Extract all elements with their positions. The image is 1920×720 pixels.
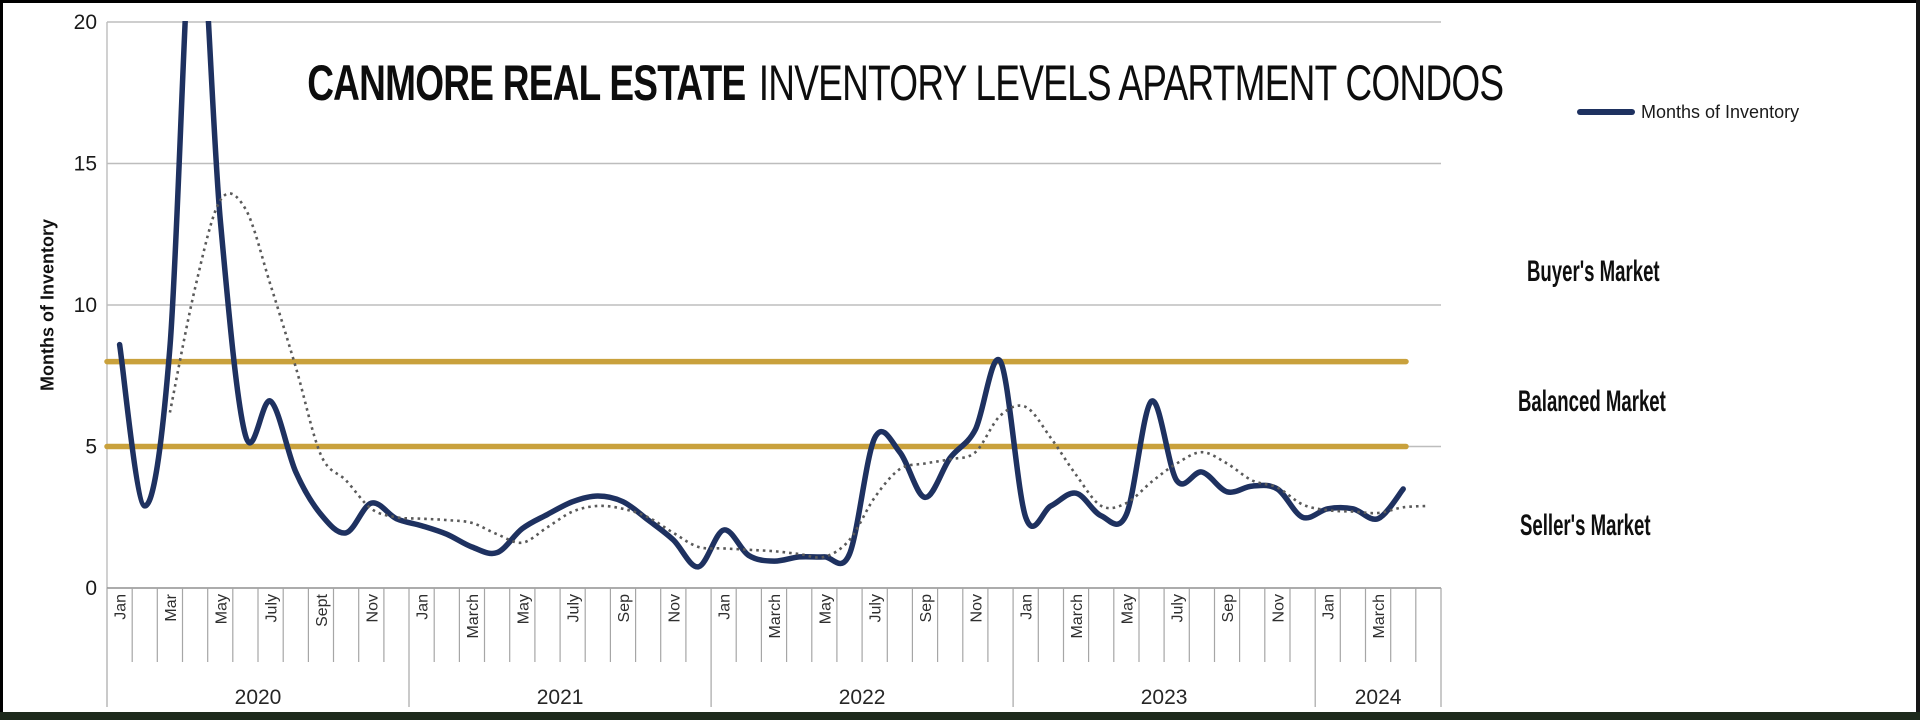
month-tick-label: Nov xyxy=(364,594,381,622)
month-tick-label: Nov xyxy=(666,594,683,622)
year-label-2020: 2020 xyxy=(235,686,282,709)
month-tick-label: July xyxy=(264,594,281,622)
month-tick-label: Nov xyxy=(968,594,985,622)
month-tick-label: Sep xyxy=(1220,594,1237,623)
month-tick-label: Mar xyxy=(163,593,180,621)
window-border-left xyxy=(0,0,3,720)
month-tick-label: July xyxy=(566,594,583,622)
legend-line-swatch xyxy=(1577,109,1635,115)
month-tick-label: March xyxy=(1371,594,1388,638)
buyers-market-label: Buyer's Market xyxy=(1527,255,1660,288)
month-tick-label: March xyxy=(1069,594,1086,638)
year-label-2024: 2024 xyxy=(1355,686,1402,709)
month-tick-label: May xyxy=(213,594,230,624)
month-tick-label: Jan xyxy=(1321,594,1338,620)
legend: Months of Inventory xyxy=(1577,100,1799,124)
y-axis-title: Months of Inventory xyxy=(37,219,58,391)
month-tick-label: May xyxy=(1119,594,1136,624)
balanced-market-label: Balanced Market xyxy=(1518,385,1666,418)
month-tick-label: Jan xyxy=(113,594,130,620)
month-tick-label: Jan xyxy=(1019,594,1036,620)
chart-title-brand: CANMORE REAL ESTATE xyxy=(307,55,746,111)
month-tick-label: Sept xyxy=(314,593,331,626)
month-tick-label: Jan xyxy=(415,594,432,620)
month-tick-label: March xyxy=(465,594,482,638)
month-tick-label: July xyxy=(868,594,885,622)
sellers-market-label: Seller's Market xyxy=(1520,509,1651,542)
month-tick-label: Sep xyxy=(918,594,935,623)
months-of-inventory-line xyxy=(116,21,1406,570)
y-tick-label-5: 5 xyxy=(85,436,97,459)
month-tick-label: May xyxy=(817,594,834,624)
window-border-bottom xyxy=(0,712,1920,720)
window-border-top xyxy=(0,0,1920,3)
legend-label: Months of Inventory xyxy=(1641,101,1800,122)
month-tick-label: Nov xyxy=(1270,594,1287,622)
y-tick-label-20: 20 xyxy=(74,11,97,34)
month-tick-label: July xyxy=(1170,594,1187,622)
year-label-2023: 2023 xyxy=(1141,686,1188,709)
window-border-right xyxy=(1916,0,1920,720)
y-tick-label-0: 0 xyxy=(85,577,97,600)
month-tick-label: Jan xyxy=(717,594,734,620)
month-tick-label: Sep xyxy=(616,594,633,623)
year-label-2022: 2022 xyxy=(839,686,886,709)
chart-title: CANMORE REAL ESTATE INVENTORY LEVELS APAR… xyxy=(307,54,1504,112)
y-tick-label-10: 10 xyxy=(74,294,97,317)
y-tick-label-15: 15 xyxy=(74,153,97,176)
month-tick-label: March xyxy=(767,594,784,638)
year-label-2021: 2021 xyxy=(537,686,584,709)
trend-dotted-line xyxy=(168,192,1429,559)
chart-title-rest: INVENTORY LEVELS APARTMENT CONDOS xyxy=(758,55,1504,111)
month-tick-label: May xyxy=(515,594,532,624)
